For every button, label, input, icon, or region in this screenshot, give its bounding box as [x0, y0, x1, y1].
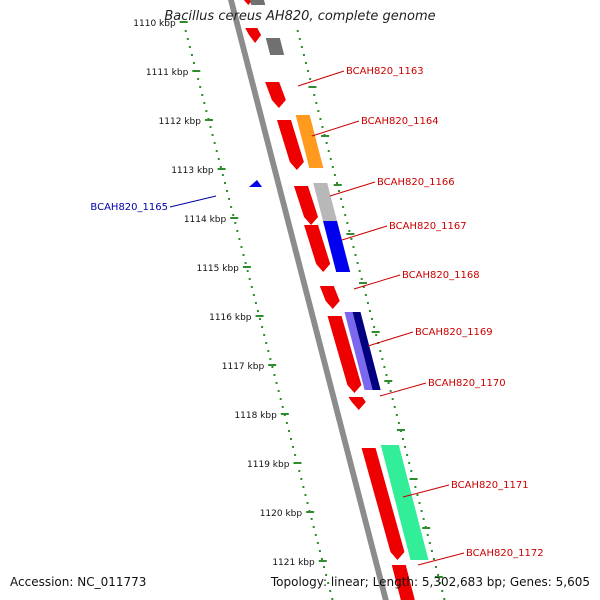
gene-feature[interactable] [348, 397, 366, 410]
gene-features [240, 0, 429, 600]
gene-label[interactable]: BCAH820_1171 [451, 480, 529, 491]
scale-tick-label: 1115 kbp [196, 264, 239, 274]
gene-feature[interactable] [304, 225, 331, 272]
gene-feature[interactable] [313, 183, 338, 221]
scale-tick-label: 1111 kbp [146, 68, 189, 78]
scale-tick-label: 1116 kbp [209, 313, 252, 323]
gene-feature[interactable] [293, 186, 319, 225]
scale-tick-label: 1113 kbp [171, 166, 214, 176]
gene-feature[interactable] [245, 28, 262, 43]
gene-label[interactable]: BCAH820_1164 [361, 116, 439, 127]
accession-text: Accession: NC_011773 [10, 575, 147, 589]
scale-tick-label: 1121 kbp [272, 558, 315, 568]
map-title: Bacillus cereus AH820, complete genome [164, 9, 436, 24]
gene-feature[interactable] [276, 120, 304, 170]
label-leader-line [379, 382, 427, 397]
scale-tick-label: 1110 kbp [133, 19, 176, 29]
gene-label[interactable]: BCAH820_1167 [389, 221, 467, 232]
gene-feature[interactable] [361, 448, 405, 560]
scale-tick-label: 1120 kbp [260, 509, 303, 519]
gene-feature[interactable] [250, 0, 266, 5]
label-leader-line [417, 552, 465, 566]
scale-tick-label: 1117 kbp [222, 362, 265, 372]
gene-label[interactable]: BCAH820_1169 [415, 327, 493, 338]
gene-feature[interactable] [295, 115, 324, 168]
gene-label[interactable]: BCAH820_1168 [402, 270, 480, 281]
gene-feature[interactable] [319, 286, 340, 309]
gene-feature[interactable] [265, 38, 285, 55]
scale-tick-label: 1112 kbp [159, 117, 202, 127]
gene-feature[interactable] [265, 82, 286, 108]
scale-tick-label: 1119 kbp [247, 460, 290, 470]
gene-feature[interactable] [344, 312, 373, 390]
label-leader-line [329, 181, 376, 197]
label-leader-line [402, 484, 450, 498]
gene-feature[interactable] [380, 445, 429, 560]
label-leader-line [297, 70, 345, 87]
label-leader-line [311, 120, 360, 137]
gene-labels: BCAH820_1163 BCAH820_1164 BCAH820_1166 BCAH… [90, 66, 544, 566]
label-leader-line [169, 195, 217, 208]
backbone-bar [228, 0, 389, 600]
gene-label[interactable]: BCAH820_1172 [466, 548, 544, 559]
gene-feature[interactable] [327, 316, 362, 393]
gene-feature[interactable] [323, 221, 351, 272]
gene-label[interactable]: BCAH820_1163 [346, 66, 424, 77]
scale-tick-label: 1118 kbp [234, 411, 277, 421]
label-leader-line [341, 225, 388, 241]
gene-feature[interactable] [352, 312, 381, 390]
genome-backbone [228, 0, 389, 600]
gene-feature[interactable] [391, 565, 415, 600]
gene-label[interactable]: BCAH820_1166 [377, 177, 455, 188]
gene-feature[interactable] [249, 180, 262, 187]
gene-label[interactable]: BCAH820_1170 [428, 378, 506, 389]
gene-label[interactable]: BCAH820_1165 [90, 202, 168, 213]
scale-track: 1110 kbp 1111 kbp 1112 kbp 1113 kbp 1114 kbp… [133, 19, 446, 600]
scale-tick-label: 1114 kbp [184, 215, 227, 225]
label-leader-line [367, 331, 414, 347]
genome-summary-text: Topology: linear; Length: 5,302,683 bp; … [270, 575, 590, 589]
label-leader-line [353, 274, 401, 290]
